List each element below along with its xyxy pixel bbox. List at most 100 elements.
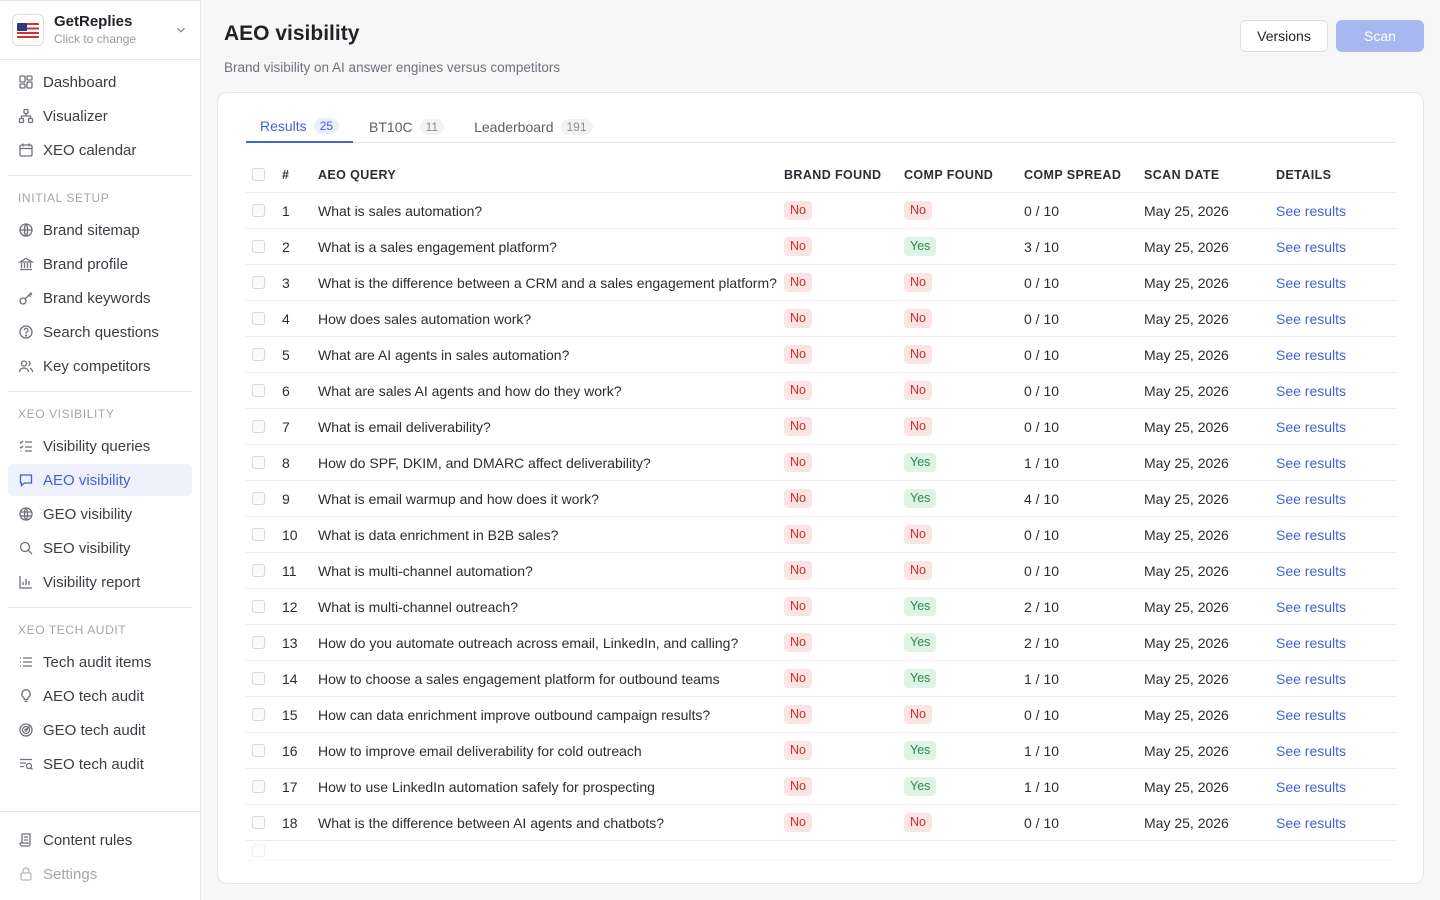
table-row: 5 What are AI agents in sales automation?… (246, 337, 1396, 373)
see-results-link[interactable]: See results (1276, 778, 1347, 795)
sidebar-item-search-questions[interactable]: Search questions (8, 316, 192, 348)
see-results-link[interactable]: See results (1276, 562, 1347, 579)
sidebar: GetReplies Click to change Dashboard Vis… (0, 0, 201, 900)
row-checkbox[interactable] (252, 600, 265, 613)
sidebar-item-content-rules[interactable]: Content rules (8, 824, 192, 856)
dashboard-icon (18, 74, 34, 90)
sidebar-item-visibility-queries[interactable]: Visibility queries (8, 430, 192, 462)
row-checkbox[interactable] (252, 844, 265, 857)
table-row: 13 How do you automate outreach across em… (246, 625, 1396, 661)
row-number: 14 (282, 670, 298, 687)
see-results-link[interactable]: See results (1276, 598, 1347, 615)
sidebar-item-key-competitors[interactable]: Key competitors (8, 350, 192, 382)
row-number: 2 (282, 238, 290, 255)
row-checkbox[interactable] (252, 708, 265, 721)
sidebar-nav: Dashboard Visualizer XEO calendar INITIA… (0, 60, 200, 780)
row-checkbox[interactable] (252, 528, 265, 541)
see-results-link[interactable]: See results (1276, 346, 1347, 363)
row-checkbox[interactable] (252, 636, 265, 649)
sidebar-item-settings[interactable]: Settings (8, 858, 192, 890)
sidebar-item-visualizer[interactable]: Visualizer (8, 100, 192, 132)
sidebar-item-brand-sitemap[interactable]: Brand sitemap (8, 214, 192, 246)
sidebar-item-dashboard[interactable]: Dashboard (8, 66, 192, 98)
section-label-initial-setup: INITIAL SETUP (18, 191, 110, 205)
sidebar-item-brand-profile[interactable]: Brand profile (8, 248, 192, 280)
sidebar-item-label: SEO tech audit (43, 755, 144, 773)
row-checkbox[interactable] (252, 456, 265, 469)
row-checkbox[interactable] (252, 204, 265, 217)
see-results-link[interactable]: See results (1276, 670, 1347, 687)
sidebar-item-label: Search questions (43, 323, 159, 341)
see-results-link[interactable]: See results (1276, 238, 1347, 255)
col-header-brand-found[interactable]: BRAND FOUND (784, 167, 882, 182)
row-scan-date: May 25, 2026 (1144, 634, 1229, 651)
see-results-link[interactable]: See results (1276, 202, 1347, 219)
see-results-link[interactable]: See results (1276, 490, 1347, 507)
col-header-comp-spread[interactable]: COMP SPREAD (1024, 167, 1122, 182)
scan-button[interactable]: Scan (1336, 20, 1424, 52)
sidebar-item-seo-tech-audit[interactable]: SEO tech audit (8, 748, 192, 780)
row-scan-date: May 25, 2026 (1144, 418, 1229, 435)
see-results-link[interactable]: See results (1276, 418, 1347, 435)
table-row: 18 What is the difference between AI agen… (246, 805, 1396, 841)
see-results-link[interactable]: See results (1276, 454, 1347, 471)
sidebar-item-aeo-tech-audit[interactable]: AEO tech audit (8, 680, 192, 712)
row-query: What is data enrichment in B2B sales? (318, 526, 559, 543)
visualizer-icon (18, 108, 34, 124)
comp-found-badge: Yes (904, 489, 937, 508)
see-results-link[interactable]: See results (1276, 526, 1347, 543)
sidebar-item-aeo-visibility[interactable]: AEO visibility (8, 464, 192, 496)
row-checkbox[interactable] (252, 780, 265, 793)
row-checkbox[interactable] (252, 420, 265, 433)
see-results-link[interactable]: See results (1276, 742, 1347, 759)
col-header-scan-date[interactable]: SCAN DATE (1144, 167, 1220, 182)
versions-button[interactable]: Versions (1240, 20, 1328, 52)
col-header-query[interactable]: AEO QUERY (318, 167, 397, 182)
sidebar-item-tech-audit-items[interactable]: Tech audit items (8, 646, 192, 678)
list-search-icon (18, 756, 34, 772)
tab-results[interactable]: Results 25 (246, 111, 354, 143)
row-checkbox[interactable] (252, 744, 265, 757)
sidebar-item-label: Content rules (43, 831, 133, 849)
divider (8, 175, 192, 176)
row-query: How to improve email deliverability for … (318, 742, 642, 759)
see-results-link[interactable]: See results (1276, 310, 1347, 327)
row-checkbox[interactable] (252, 672, 265, 685)
see-results-link[interactable]: See results (1276, 814, 1347, 831)
table-row: 14 How to choose a sales engagement platf… (246, 661, 1396, 697)
col-header-number: # (282, 167, 290, 182)
row-comp-spread: 0 / 10 (1024, 202, 1060, 219)
see-results-link[interactable]: See results (1276, 274, 1347, 291)
bank-icon (18, 256, 34, 272)
row-checkbox[interactable] (252, 384, 265, 397)
tab-leaderboard[interactable]: Leaderboard 191 (460, 111, 606, 143)
row-checkbox[interactable] (252, 816, 265, 829)
sidebar-item-seo-visibility[interactable]: SEO visibility (8, 532, 192, 564)
see-results-link[interactable]: See results (1276, 634, 1347, 651)
row-number: 7 (282, 418, 290, 435)
row-checkbox[interactable] (252, 564, 265, 577)
sidebar-item-brand-keywords[interactable]: Brand keywords (8, 282, 192, 314)
tab-bt10c[interactable]: BT10C 11 (355, 111, 458, 143)
row-checkbox[interactable] (252, 492, 265, 505)
row-checkbox[interactable] (252, 240, 265, 253)
row-number: 9 (282, 490, 290, 507)
row-query: What are AI agents in sales automation? (318, 346, 570, 363)
brand-switcher[interactable]: GetReplies Click to change (0, 0, 200, 60)
row-checkbox[interactable] (252, 276, 265, 289)
row-checkbox[interactable] (252, 312, 265, 325)
sidebar-item-visibility-report[interactable]: Visibility report (8, 566, 192, 598)
col-header-comp-found[interactable]: COMP FOUND (904, 167, 994, 182)
see-results-link[interactable]: See results (1276, 382, 1347, 399)
sidebar-item-geo-tech-audit[interactable]: GEO tech audit (8, 714, 192, 746)
row-number: 5 (282, 346, 290, 363)
sidebar-item-geo-visibility[interactable]: GEO visibility (8, 498, 192, 530)
select-all-checkbox[interactable] (252, 168, 265, 181)
search-icon (18, 540, 34, 556)
comp-found-badge: Yes (904, 741, 937, 760)
table-row: 15 How can data enrichment improve outbou… (246, 697, 1396, 733)
comp-found-badge: No (904, 381, 932, 400)
sidebar-item-xeo-calendar[interactable]: XEO calendar (8, 134, 192, 166)
row-checkbox[interactable] (252, 348, 265, 361)
see-results-link[interactable]: See results (1276, 706, 1347, 723)
